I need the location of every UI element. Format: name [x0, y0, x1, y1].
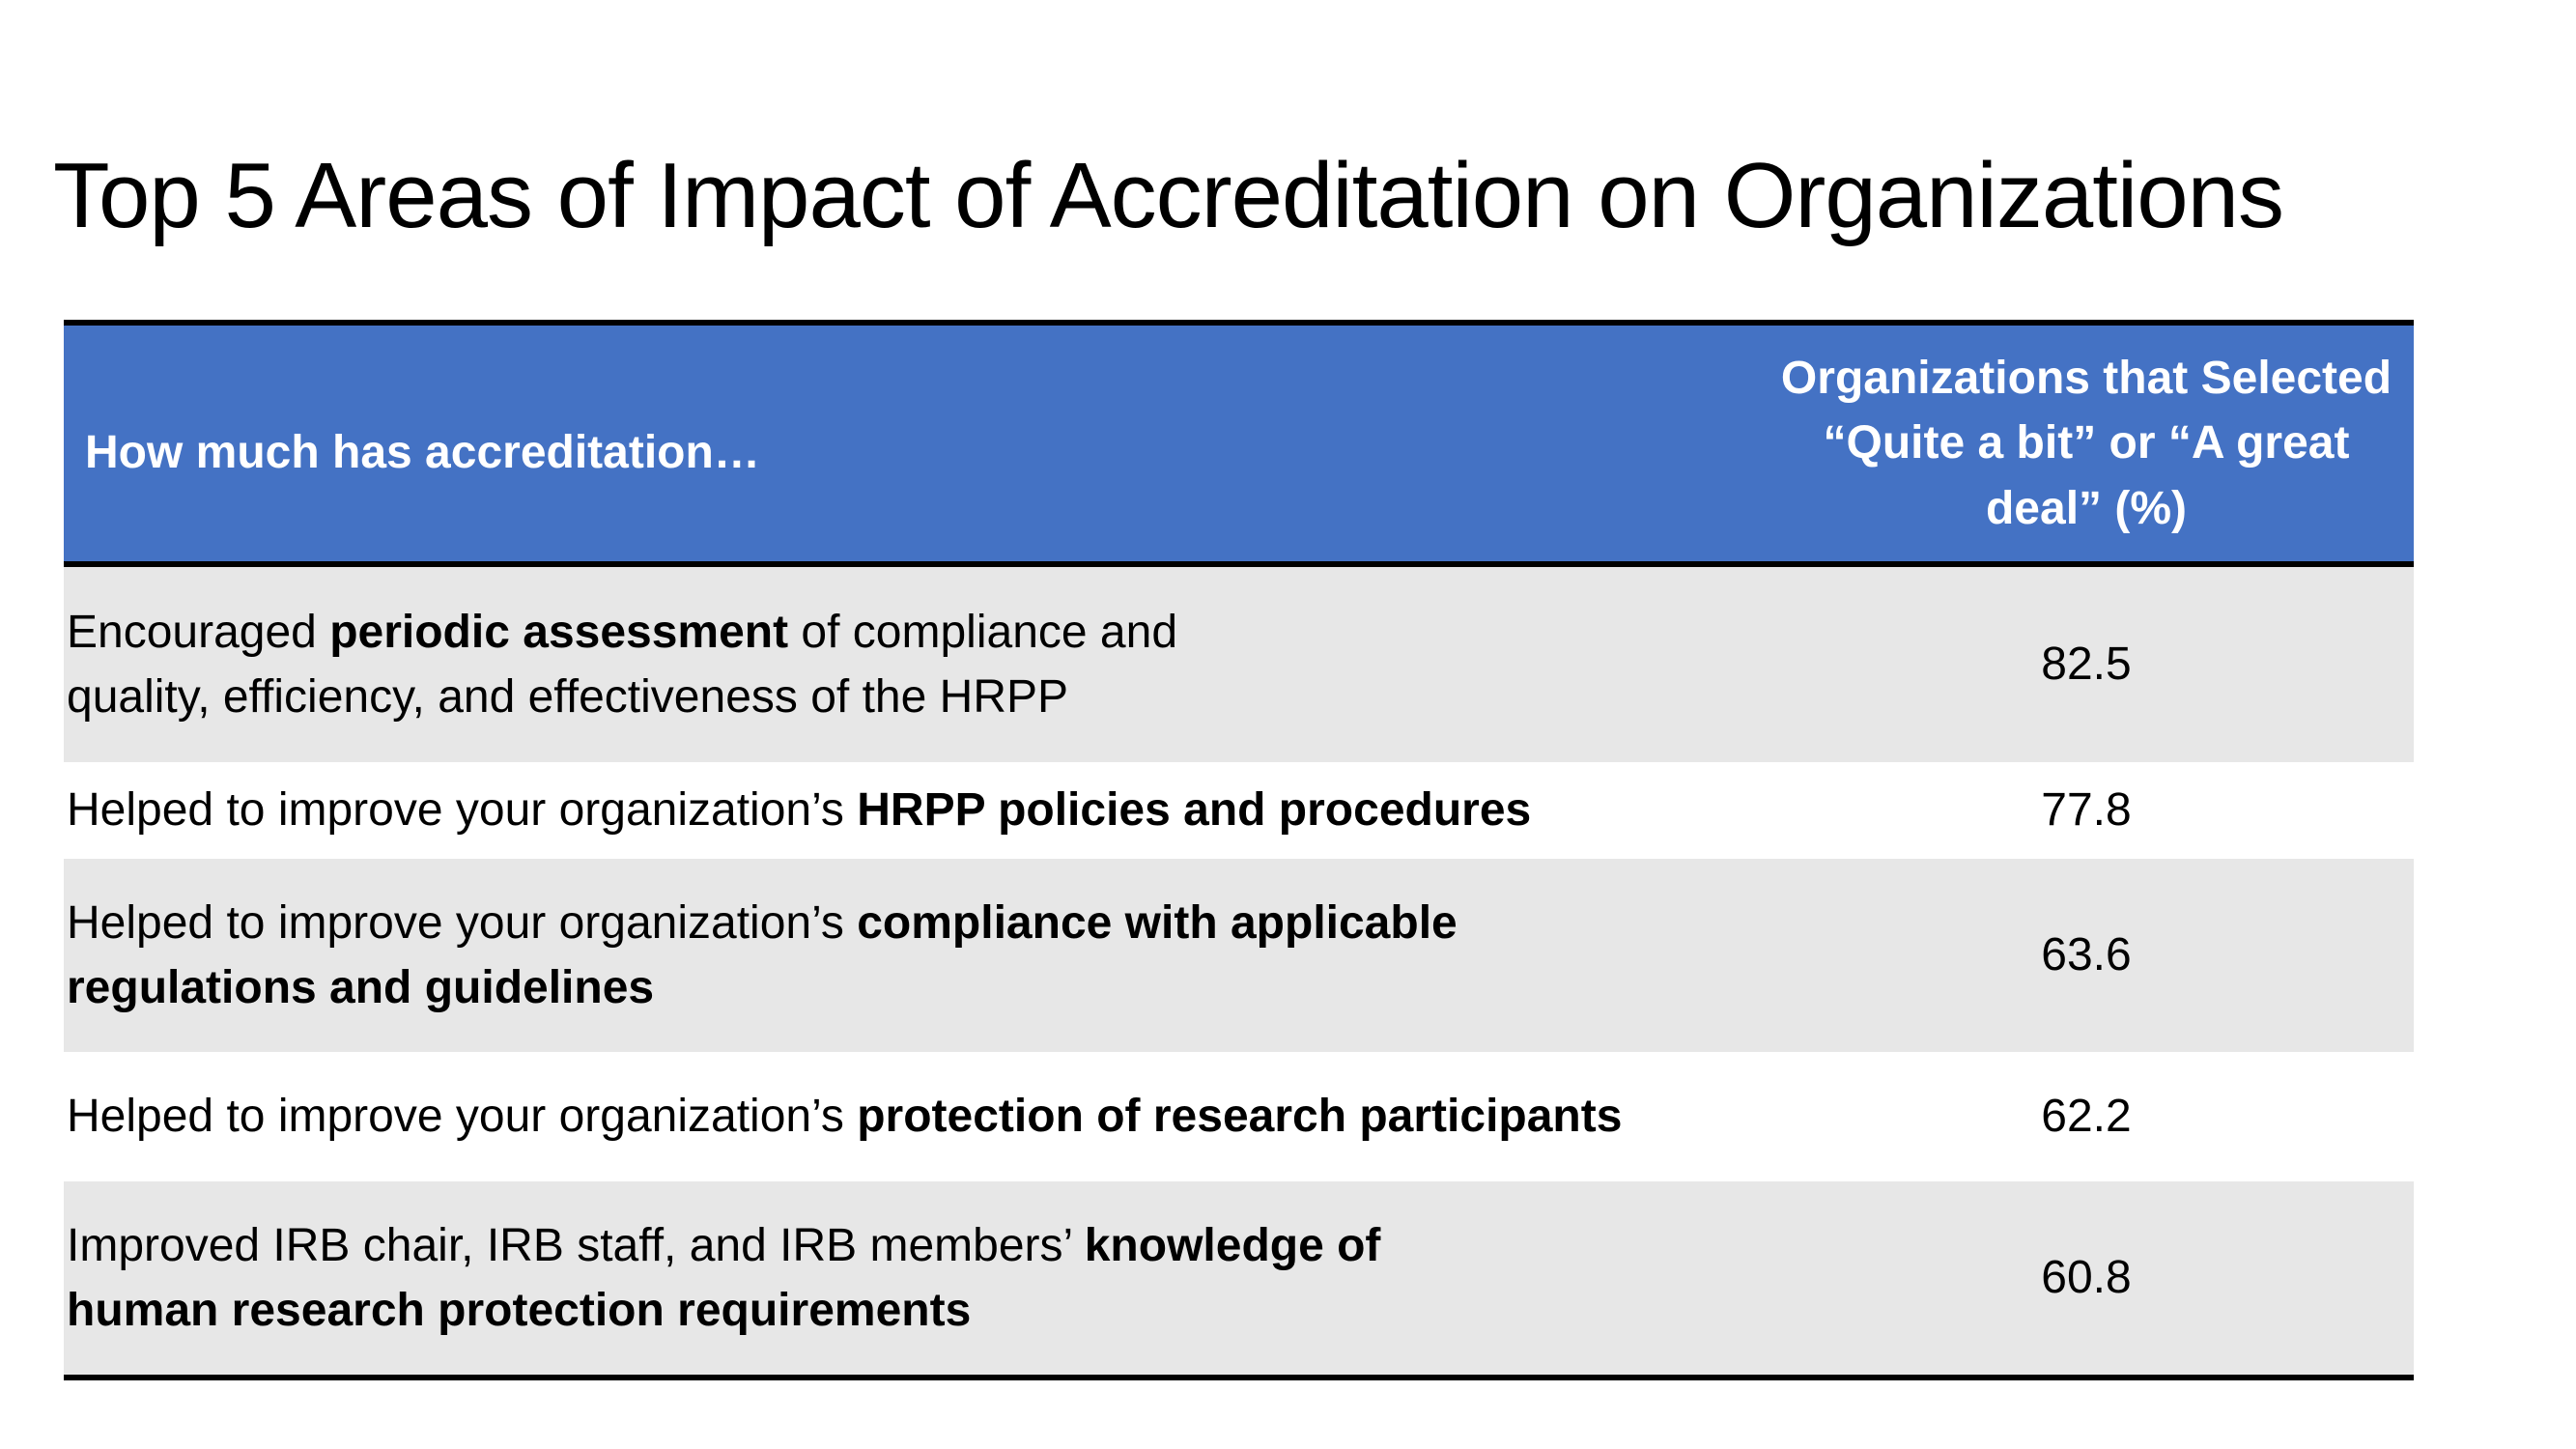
question-emphasis: compliance with applicable regulations a… [67, 896, 1458, 1013]
question-emphasis: knowledge of human research protection r… [67, 1219, 1381, 1336]
row-question: Helped to improve your organization’s HR… [64, 762, 1759, 859]
row-question: Improved IRB chair, IRB staff, and IRB m… [64, 1181, 1759, 1375]
question-emphasis: HRPP policies and procedures [857, 784, 1532, 837]
question-text: Helped to improve your organization’s [67, 1091, 858, 1143]
table-row: Helped to improve your organization’s pr… [64, 1052, 2414, 1181]
question-text: Improved IRB chair, IRB staff, and IRB m… [67, 1219, 1085, 1271]
question-emphasis: periodic assessment [329, 606, 789, 658]
row-question: Helped to improve your organization’s pr… [64, 1052, 1759, 1181]
question-text: Helped to improve your organization’s [67, 896, 858, 949]
row-percent: 62.2 [2041, 1091, 2132, 1143]
question-text: Helped to improve your organization’s [67, 784, 858, 837]
question-emphasis: protection of research participants [857, 1091, 1623, 1143]
impact-table: How much has accreditation… Organization… [64, 320, 2414, 1380]
row-percent: 82.5 [2041, 639, 2132, 691]
row-percent: 77.8 [2041, 784, 2132, 837]
row-question: Encouraged periodic assessment of compli… [64, 567, 1759, 762]
question-text-end: of compliance and quality, efficiency, a… [67, 606, 1178, 723]
header-question: How much has accreditation… [85, 427, 760, 479]
table-row: Helped to improve your organization’s co… [64, 859, 2414, 1052]
table-row: Encouraged periodic assessment of compli… [64, 567, 2414, 762]
row-percent: 63.6 [2041, 929, 2132, 981]
row-percent: 60.8 [2041, 1252, 2132, 1304]
question-text: Encouraged [67, 606, 330, 658]
table-row: Helped to improve your organization’s HR… [64, 762, 2414, 859]
table-header: How much has accreditation… Organization… [64, 326, 2414, 567]
slide-title: Top 5 Areas of Impact of Accreditation o… [53, 144, 2284, 247]
header-percent-column: Organizations that Selected “Quite a bit… [1780, 353, 2392, 534]
row-question: Helped to improve your organization’s co… [64, 859, 1759, 1052]
table-row: Improved IRB chair, IRB staff, and IRB m… [64, 1181, 2414, 1375]
